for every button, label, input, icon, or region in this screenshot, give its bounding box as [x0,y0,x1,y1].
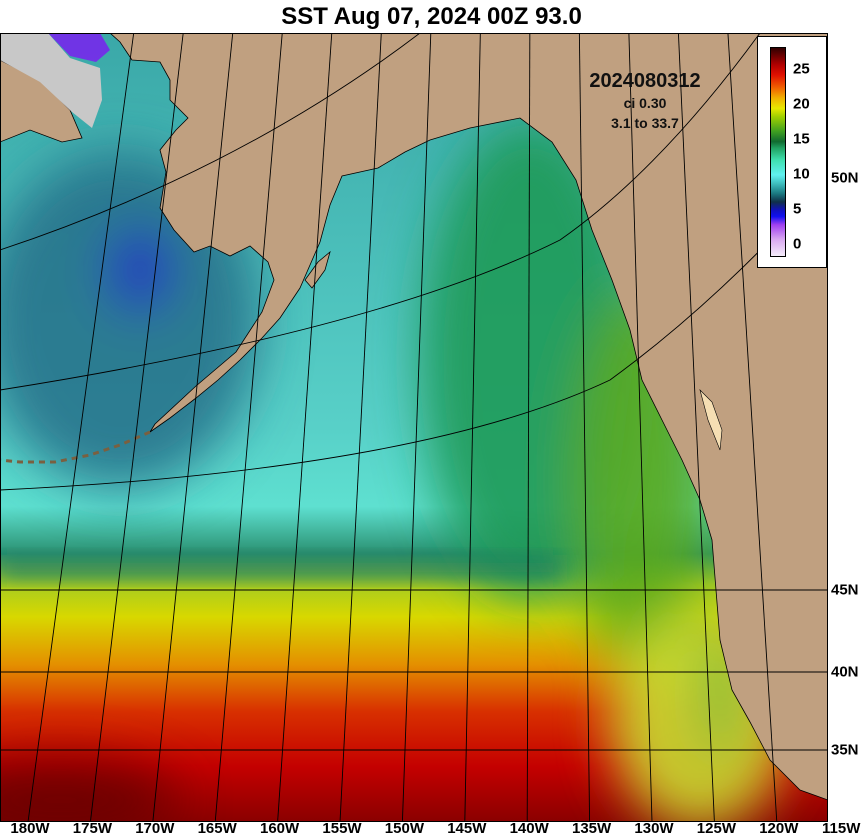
land-north-america [109,33,828,801]
cold-core [110,230,170,310]
colorbar: 25 20 15 10 5 0 [757,36,827,268]
colorbar-label: 20 [793,95,810,113]
arctic-cold-water [48,33,110,62]
map-title: SST Aug 07, 2024 00Z 93.0 [281,3,582,30]
colorbar-label: 25 [793,60,810,78]
meridian-line [677,33,715,822]
lon-label: 170W [135,820,175,837]
meridian-line [214,33,283,822]
lon-label: 135W [572,820,612,837]
run-annotation: 2024080312 ci 0.30 3.1 to 33.7 [560,70,730,131]
lon-label: 180W [10,820,50,837]
meridian-line [628,33,653,822]
lat-label: 50N [831,169,859,187]
lon-label: 175W [72,820,112,837]
aleutian-islands [0,430,151,464]
graticule [0,33,828,822]
lon-label: 150W [384,820,424,837]
contour-interval: ci 0.30 [623,95,667,111]
lat-label: 40N [831,663,859,681]
meridian-line [727,33,778,822]
run-id: 2024080312 [589,70,701,92]
lon-label: 145W [447,820,487,837]
lon-label: 115W [822,820,861,837]
meridian-line [526,33,531,822]
front-band [0,555,560,580]
lon-label: 130W [634,820,674,837]
sst-map [0,33,828,822]
lon-label: 155W [322,820,362,837]
meridian-line [89,33,184,822]
colorbar-gradient [770,47,786,257]
lon-label: 120W [759,820,799,837]
lat-label: 35N [831,741,859,759]
vancouver-island [699,388,723,451]
colorbar-label: 5 [793,200,802,218]
meridian-line [152,33,234,822]
colorbar-label: 0 [793,235,802,253]
lat-label: 45N [831,581,859,599]
meridian-line [277,33,333,822]
lon-label: 140W [509,820,549,837]
colorbar-label: 15 [793,130,810,148]
lon-label: 125W [696,820,736,837]
warm-core [0,760,180,822]
meridian-line [464,33,481,822]
sea-ice-region [0,33,102,128]
lon-label: 165W [197,820,237,837]
lon-label: 160W [260,820,300,837]
colorbar-label: 10 [793,165,810,183]
meridian-line [401,33,432,822]
meridian-line [27,33,135,822]
value-range: 3.1 to 33.7 [611,115,679,131]
meridian-line [339,33,382,822]
meridian-line [578,33,591,822]
